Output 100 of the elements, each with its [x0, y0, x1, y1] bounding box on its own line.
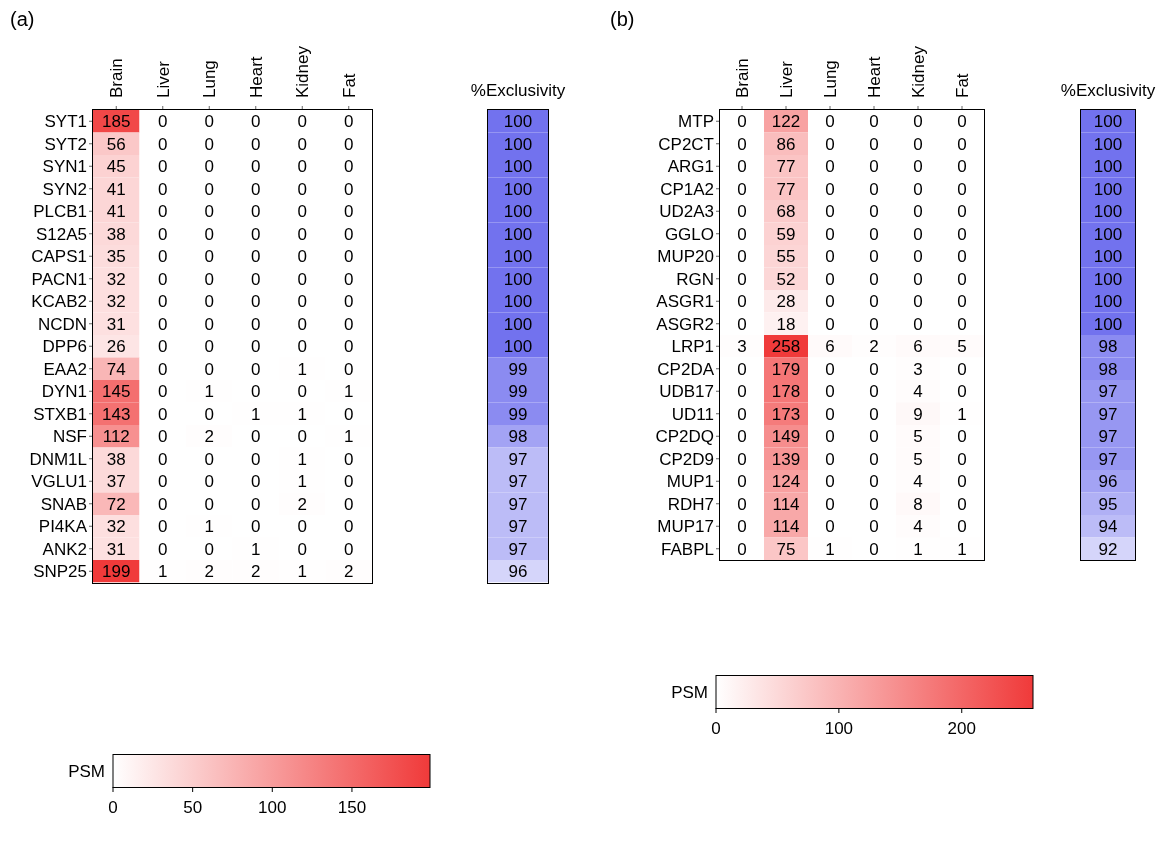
- data-label: 0: [297, 517, 307, 537]
- data-label: 0: [737, 179, 747, 199]
- data-label: 77: [776, 157, 796, 177]
- data-label: 100: [503, 202, 533, 222]
- data-label: 2: [297, 494, 307, 514]
- data-label: 0: [344, 112, 354, 132]
- data-label: 4: [913, 472, 923, 492]
- data-label: 6: [913, 337, 923, 357]
- data-label: 97: [508, 472, 528, 492]
- data-label: 0: [204, 247, 214, 267]
- data-label: 0: [869, 472, 879, 492]
- data-label: 0: [825, 404, 835, 424]
- data-label: 139: [771, 449, 801, 469]
- data-label: 0: [251, 449, 261, 469]
- color-bar-label: 150: [337, 798, 367, 817]
- data-label: 41: [106, 202, 126, 222]
- data-label: 99: [508, 404, 528, 424]
- data-label: 0: [737, 539, 747, 559]
- data-label: 28: [776, 292, 796, 312]
- data-label: 0: [344, 202, 354, 222]
- data-label: 35: [106, 247, 126, 267]
- x-tick-label: Fat: [339, 73, 359, 98]
- data-label: 0: [825, 517, 835, 537]
- data-label: 0: [957, 134, 967, 154]
- data-label: 114: [772, 517, 800, 537]
- y-tick-label: ASGR2: [656, 314, 714, 334]
- data-label: 5: [957, 337, 967, 357]
- data-label: 0: [344, 359, 354, 379]
- chart-title: (a): [10, 8, 35, 31]
- data-label: 72: [106, 494, 126, 514]
- data-label: 0: [825, 224, 835, 244]
- data-label: 0: [869, 247, 879, 267]
- data-label: 100: [1093, 112, 1123, 132]
- data-label: 0: [158, 404, 168, 424]
- y-tick-label: EAA2: [43, 359, 87, 379]
- data-label: 0: [957, 157, 967, 177]
- data-label: 0: [158, 517, 168, 537]
- y-tick-label: UDB17: [659, 382, 714, 402]
- data-label: 0: [251, 292, 261, 312]
- data-label: 0: [158, 179, 168, 199]
- y-tick-label: NCDN: [37, 314, 87, 334]
- data-label: 86: [776, 134, 796, 154]
- data-label: 0: [297, 292, 307, 312]
- data-label: 0: [957, 314, 967, 334]
- data-label: 100: [1093, 224, 1123, 244]
- data-label: 1: [297, 472, 307, 492]
- data-label: 0: [158, 427, 168, 447]
- data-label: 0: [297, 202, 307, 222]
- data-label: 59: [776, 224, 796, 244]
- data-label: 0: [869, 134, 879, 154]
- data-label: 100: [503, 224, 533, 244]
- data-label: 0: [869, 314, 879, 334]
- data-label: 0: [204, 359, 214, 379]
- data-label: 0: [297, 224, 307, 244]
- data-label: 179: [771, 359, 801, 379]
- data-label: 1: [913, 539, 923, 559]
- data-label: 0: [737, 112, 747, 132]
- data-label: 0: [869, 179, 879, 199]
- data-label: 0: [297, 382, 307, 402]
- data-label: 2: [204, 427, 214, 447]
- data-label: 0: [297, 427, 307, 447]
- data-label: 26: [106, 337, 126, 357]
- data-label: 100: [503, 292, 533, 312]
- data-label: 100: [1093, 202, 1123, 222]
- y-tick-label: SNP25: [33, 562, 87, 582]
- data-label: 0: [297, 337, 307, 357]
- data-label: 68: [776, 202, 796, 222]
- color-bar-label: 50: [183, 798, 203, 817]
- data-label: 0: [869, 449, 879, 469]
- data-label: 0: [297, 247, 307, 267]
- data-label: 0: [869, 112, 879, 132]
- data-label: 0: [957, 472, 967, 492]
- color-bar-label: 100: [258, 798, 287, 817]
- data-label: 185: [102, 112, 131, 132]
- data-label: 0: [913, 247, 923, 267]
- data-label: 0: [204, 269, 214, 289]
- data-label: 3: [737, 337, 747, 357]
- y-tick-label: SYN2: [42, 179, 87, 199]
- data-label: 1: [158, 562, 168, 582]
- data-label: 0: [158, 157, 168, 177]
- x-tick-label: Liver: [153, 60, 173, 98]
- data-label: 0: [913, 269, 923, 289]
- data-label: 0: [297, 314, 307, 334]
- data-label: 100: [503, 157, 533, 177]
- data-label: 0: [913, 202, 923, 222]
- data-label: 0: [344, 539, 354, 559]
- data-label: 0: [869, 517, 879, 537]
- data-label: 98: [1098, 337, 1118, 357]
- data-label: 0: [344, 224, 354, 244]
- y-tick-label: MUP20: [657, 247, 714, 267]
- data-label: 0: [737, 359, 747, 379]
- color-bar-label: 0: [108, 798, 118, 817]
- data-label: 0: [297, 112, 307, 132]
- data-label: 1: [251, 539, 261, 559]
- data-label: 0: [913, 157, 923, 177]
- data-label: 100: [503, 337, 533, 357]
- y-tick-label: CP2DQ: [655, 427, 714, 447]
- data-label: 0: [158, 202, 168, 222]
- data-label: 98: [508, 427, 528, 447]
- data-label: 0: [957, 382, 967, 402]
